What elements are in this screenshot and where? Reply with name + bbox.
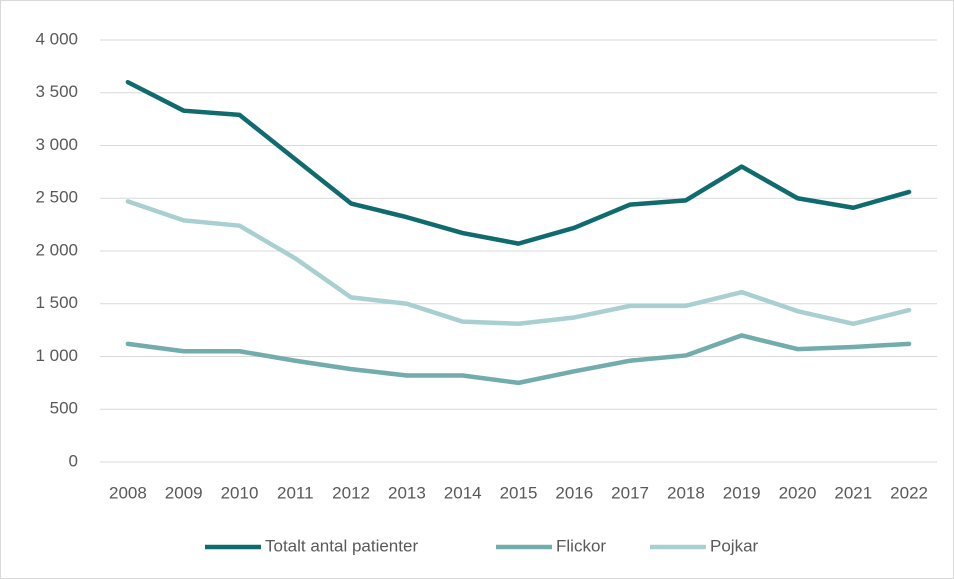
x-tick-label: 2022	[890, 483, 928, 502]
x-tick-label: 2021	[834, 483, 872, 502]
x-tick-label: 2013	[388, 483, 426, 502]
x-tick-label: 2017	[611, 483, 649, 502]
y-tick-label: 3 000	[35, 135, 78, 154]
x-tick-label: 2015	[500, 483, 538, 502]
x-tick-label: 2012	[332, 483, 370, 502]
y-tick-label: 500	[50, 399, 78, 418]
x-tick-label: 2008	[109, 483, 147, 502]
y-tick-label: 1 000	[35, 346, 78, 365]
x-tick-label: 2018	[667, 483, 705, 502]
y-tick-label: 2 500	[35, 188, 78, 207]
series-line	[125, 333, 912, 386]
legend-label: Totalt antal patienter	[265, 536, 418, 555]
series-line	[125, 79, 912, 246]
y-tick-label: 3 500	[35, 82, 78, 101]
legend-label: Pojkar	[710, 536, 759, 555]
x-tick-label: 2010	[221, 483, 259, 502]
y-tick-label: 0	[69, 451, 78, 470]
y-tick-label: 2 000	[35, 240, 78, 259]
x-tick-label: 2011	[277, 483, 314, 502]
y-tick-label: 1 500	[35, 293, 78, 312]
x-tick-label: 2020	[779, 483, 817, 502]
y-tick-label: 4 000	[35, 29, 78, 48]
x-tick-label: 2009	[165, 483, 203, 502]
series-line	[125, 199, 912, 327]
legend-label: Flickor	[556, 536, 606, 555]
x-tick-label: 2019	[723, 483, 761, 502]
x-tick-label: 2016	[555, 483, 593, 502]
x-tick-label: 2014	[444, 483, 482, 502]
